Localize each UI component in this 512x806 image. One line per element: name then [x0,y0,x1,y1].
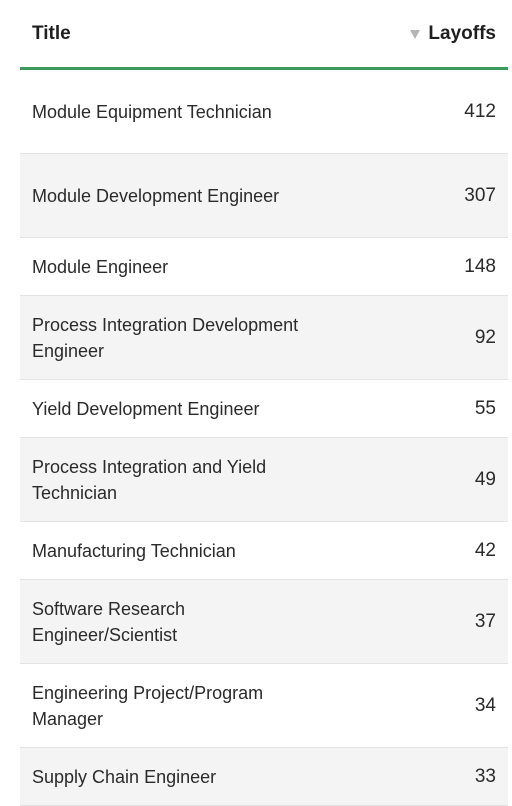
row-title: Supply Chain Engineer [32,766,217,787]
sort-descending-icon[interactable] [410,29,421,39]
table-row: Module Equipment Technician 412 [20,70,508,154]
row-title: Module Development Engineer [32,185,280,206]
row-layoffs: 34 [474,694,496,716]
table-row: Process Integration and Yield Technician… [20,438,508,522]
row-title: Engineering Project/Program Manager [32,682,264,729]
column-header-title[interactable]: Title [32,22,71,44]
row-title: Module Equipment Technician [32,101,272,122]
table-row: Yield Development Engineer 55 [20,380,508,438]
row-layoffs: 148 [464,255,496,277]
row-layoffs: 92 [474,326,496,348]
row-layoffs: 55 [474,397,496,419]
row-layoffs: 37 [474,610,496,632]
table-row: Supply Chain Engineer 33 [20,748,508,806]
row-title: Yield Development Engineer [32,398,260,419]
table-header: Title Layoffs [20,0,508,70]
row-title: Process Integration Development Engineer [32,314,299,361]
column-header-layoffs-group[interactable]: Layoffs [410,23,496,45]
row-title: Process Integration and Yield Technician [32,456,267,503]
table-row: Software Research Engineer/Scientist 37 [20,580,508,664]
column-header-layoffs[interactable]: Layoffs [428,22,496,44]
layoffs-table: Title Layoffs Module Equipment Technicia… [20,0,508,806]
row-layoffs: 49 [474,468,496,490]
row-layoffs: 307 [464,184,496,206]
table-row: Module Development Engineer 307 [20,154,508,238]
table-row: Process Integration Development Engineer… [20,296,508,380]
row-layoffs: 33 [474,765,496,787]
row-layoffs: 42 [474,539,496,561]
table-row: Engineering Project/Program Manager 34 [20,664,508,748]
table-row: Module Engineer 148 [20,238,508,296]
table-row: Manufacturing Technician 42 [20,522,508,580]
row-title: Module Engineer [32,256,169,277]
row-title: Software Research Engineer/Scientist [32,598,186,645]
row-layoffs: 412 [464,100,496,122]
row-title: Manufacturing Technician [32,540,236,561]
